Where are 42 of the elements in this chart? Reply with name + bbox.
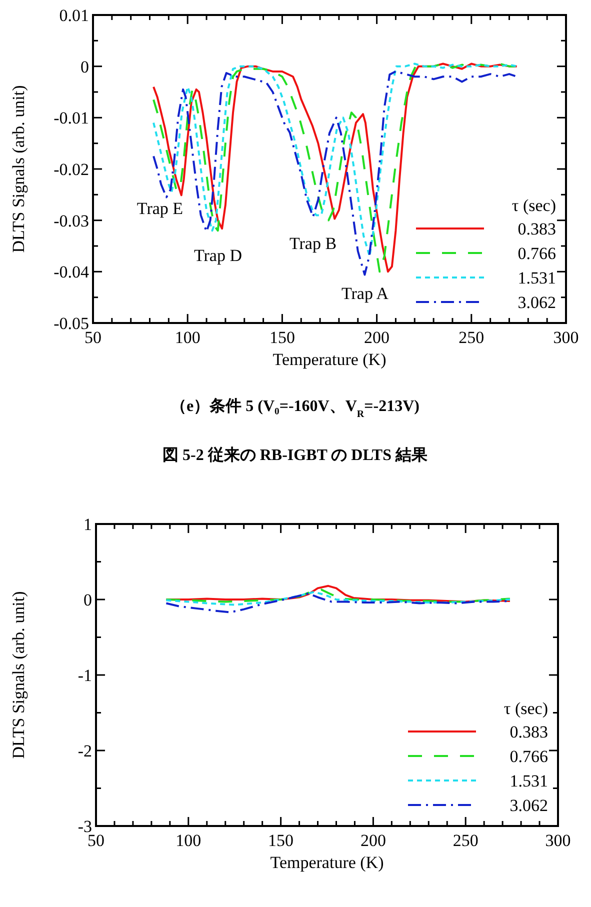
x-tick-label: 250 — [458, 328, 484, 347]
line-series — [165, 588, 511, 603]
legend-label: 3.062 — [518, 293, 556, 312]
legend-title: τ (sec) — [512, 196, 556, 215]
legend-title: τ (sec) — [504, 699, 548, 718]
y-tick-label: -1 — [78, 666, 92, 685]
x-tick-label: 150 — [268, 831, 294, 850]
legend-label: 0.383 — [518, 220, 556, 238]
y-tick-label: -0.03 — [54, 211, 89, 230]
annotation: Trap E — [136, 199, 184, 218]
caption: 図 5-2 従来の RB-IGBT の DLTS 結果 — [162, 446, 428, 464]
y-tick-label: 1 — [84, 515, 92, 534]
x-axis-title: Temperature (K) — [270, 853, 384, 872]
x-tick-label: 250 — [452, 831, 478, 850]
y-tick-label: -0.04 — [54, 262, 90, 282]
x-tick-label: 300 — [545, 831, 571, 850]
x-tick-label: 200 — [360, 831, 386, 850]
annotation: Trap A — [341, 284, 390, 303]
legend-label: 1.531 — [518, 268, 556, 288]
y-axis-title: DLTS Signals (arb. unit) — [9, 591, 28, 759]
x-tick-label: 100 — [174, 328, 200, 347]
y-tick-label: 0 — [84, 590, 92, 610]
y-tick-label: -2 — [78, 742, 92, 760]
text: （e）条件 5 (V₀=-160V、V$_{R}$=-213V) — [170, 397, 420, 420]
y-tick-label: -0.02 — [54, 160, 89, 179]
annotation: Trap B — [289, 234, 337, 253]
y-tick-label: 0.01 — [59, 6, 89, 25]
x-tick-label: 100 — [176, 831, 202, 850]
annotation: Trap D — [194, 246, 242, 265]
line-series — [165, 590, 511, 606]
x-axis-title: Temperature (K) — [272, 350, 386, 369]
legend-label: 0.383 — [510, 722, 548, 742]
legend-label: 3.062 — [510, 796, 548, 815]
legend-label: 1.531 — [510, 772, 548, 790]
y-tick-label: -0.01 — [54, 108, 89, 128]
y-tick-label: 0 — [80, 57, 89, 76]
legend-label: 0.766 — [518, 244, 556, 263]
legend-label: 0.766 — [510, 747, 548, 766]
x-tick-label: 200 — [364, 328, 390, 347]
x-tick-label: 150 — [269, 328, 295, 347]
y-axis-title: DLTS Signals (arb. unit) — [9, 85, 28, 253]
x-tick-label: 300 — [553, 328, 579, 347]
